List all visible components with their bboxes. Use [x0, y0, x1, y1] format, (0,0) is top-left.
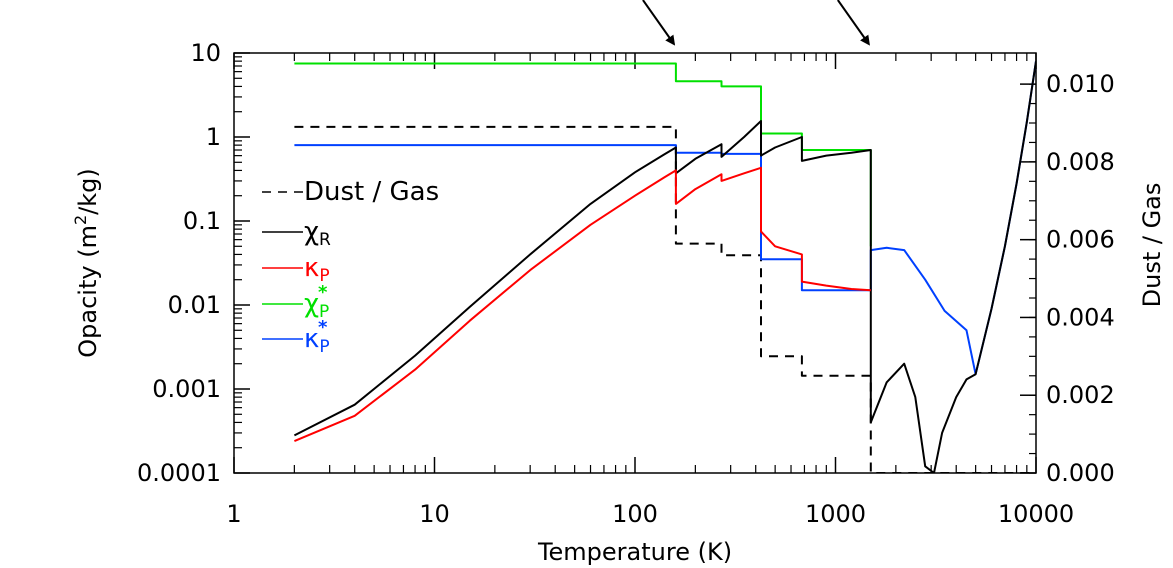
y2-tick-label: 0.008	[1046, 148, 1115, 176]
series-line-kappaP	[294, 166, 871, 443]
series-layer	[293, 60, 1036, 473]
legend-label-kappaP: κP	[304, 253, 330, 286]
y2-tick-label: 0.006	[1046, 226, 1115, 254]
y-axis-right-ticks: 0.000 0.002 0.004 0.006 0.008 0.010	[1020, 70, 1115, 487]
legend-label-kappaPstar: κP	[304, 324, 330, 357]
series-line-dust	[294, 125, 1036, 473]
series-line-kappaPstar	[294, 60, 1036, 376]
x-tick-label: 10	[419, 500, 450, 528]
annotation-arrow-1	[642, 0, 676, 46]
y-tick-label: 1	[206, 123, 221, 151]
annotation-arrows	[642, 0, 870, 46]
y-tick-label: 0.1	[183, 207, 221, 235]
y-axis-left-ticks: 0.0001 0.001 0.01 0.1 1 10	[137, 39, 250, 487]
y2-tick-label: 0.010	[1046, 70, 1115, 98]
x-axis-ticks: 1 10 100 1000 10000	[226, 53, 1074, 528]
y2-tick-label: 0.000	[1046, 459, 1115, 487]
x-tick-label: 1000	[805, 500, 866, 528]
x-tick-label: 1	[226, 500, 241, 528]
x-tick-label: 10000	[998, 500, 1074, 528]
legend-label-dust: Dust / Gas	[304, 177, 439, 207]
series-line-chiR	[293, 60, 1036, 473]
legend-label-chiR: χR	[304, 217, 331, 250]
y2-tick-label: 0.004	[1046, 303, 1115, 331]
y-tick-label: 0.01	[168, 291, 221, 319]
legend-star-kappaPstar: *	[318, 317, 328, 338]
y-axis-title: Opacity (m2/kg)	[71, 168, 102, 357]
annotation-arrow-2	[836, 0, 870, 46]
y-tick-label: 0.0001	[137, 459, 221, 487]
y2-axis-title: Dust / Gas	[1138, 183, 1166, 308]
legend-label-chiPstar: χP	[304, 289, 329, 322]
x-axis-title: Temperature (K)	[537, 538, 732, 566]
legend-star-chiPstar: *	[318, 282, 328, 303]
plot-frame	[233, 52, 1037, 474]
series-line-chiPstar	[294, 62, 872, 247]
x-tick-label: 100	[612, 500, 658, 528]
y-tick-label: 0.001	[152, 375, 221, 403]
y-tick-label: 10	[190, 39, 221, 67]
y2-tick-label: 0.002	[1046, 381, 1115, 409]
